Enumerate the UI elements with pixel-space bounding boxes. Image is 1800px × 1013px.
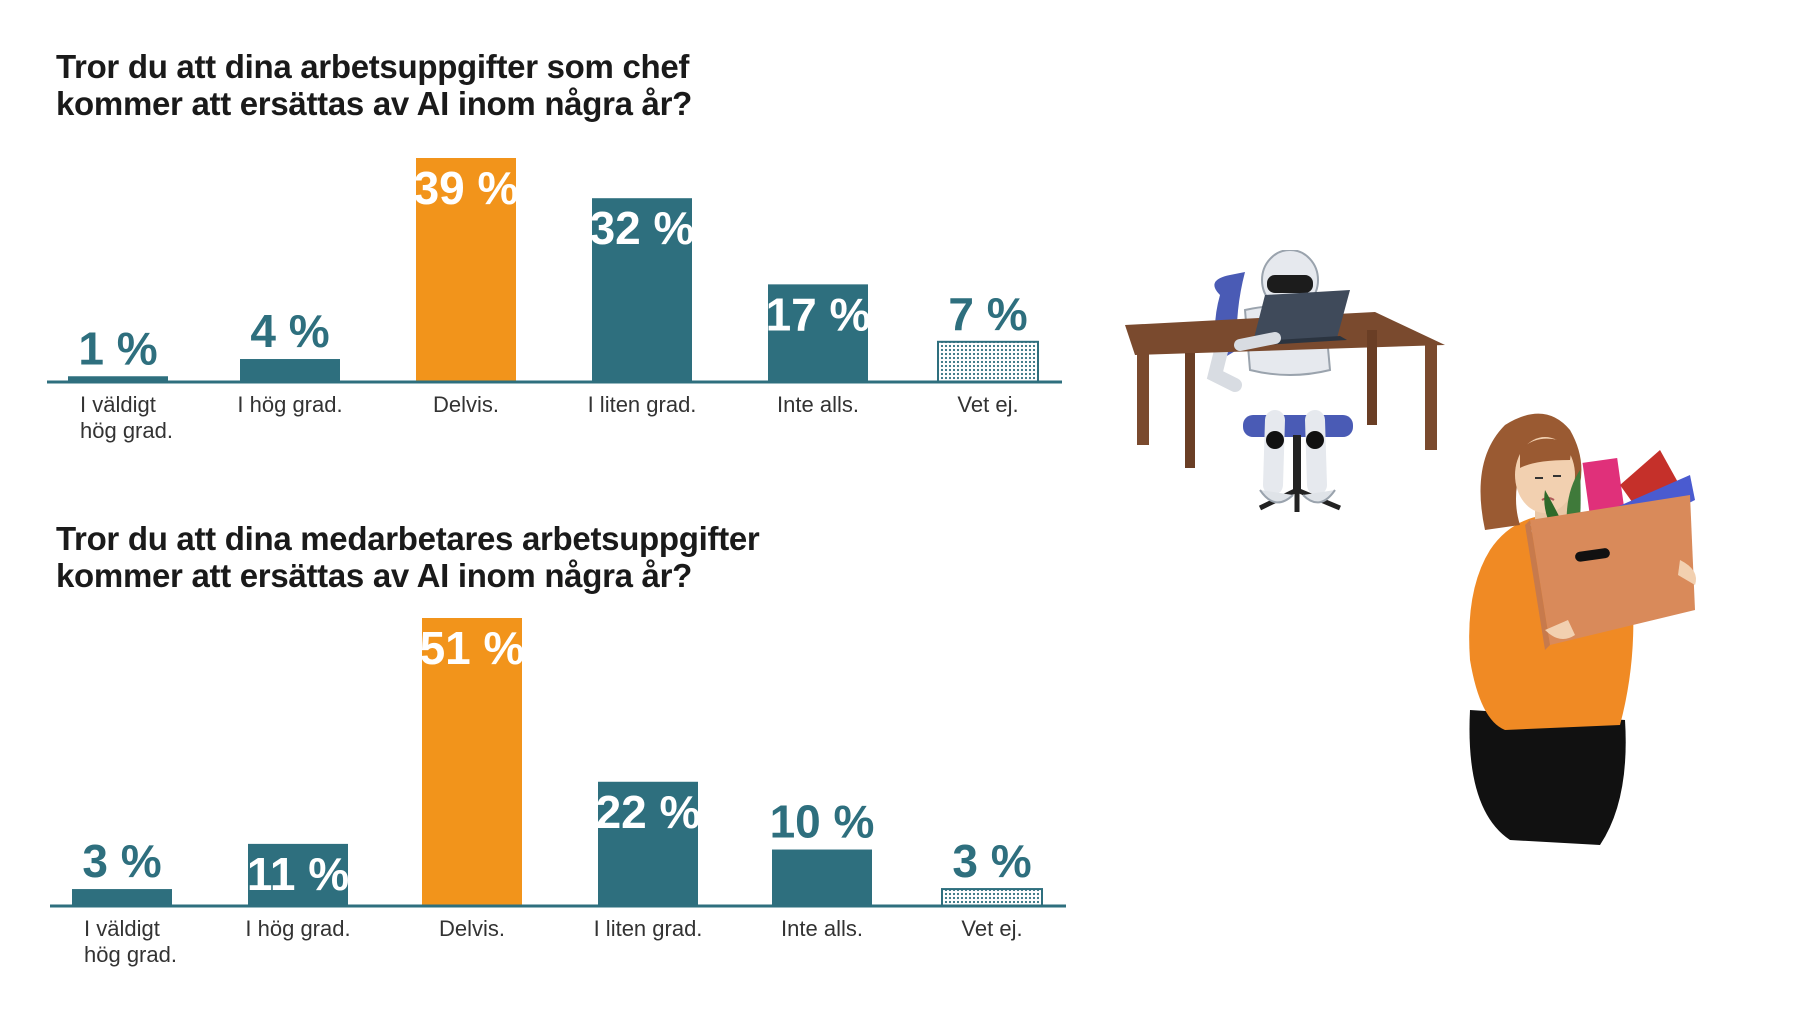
category-label-4: I liten grad.: [588, 392, 697, 417]
value-label-2: 4 %: [250, 305, 329, 357]
value-label-2: 11 %: [247, 848, 349, 900]
category-label-6: Vet ej.: [957, 392, 1018, 417]
value-label-6: 3 %: [952, 835, 1031, 887]
bar-4: [592, 198, 692, 382]
chart-title-line-1: Tror du att dina medarbetares arbetsuppg…: [56, 520, 760, 557]
woman-carrying-box-illustration: [1469, 413, 1696, 845]
value-label-5: 17 %: [766, 288, 871, 340]
chart-title-line-1: Tror du att dina arbetsuppgifter som che…: [56, 48, 690, 85]
chart-title-line-2: kommer att ersättas av AI inom några år?: [56, 557, 693, 594]
chart-title: Tror du att dina arbetsuppgifter som che…: [56, 48, 692, 122]
category-label-2: I hög grad.: [237, 392, 342, 417]
category-label-4: I liten grad.: [594, 916, 703, 941]
bar-chart-employees: 3 % I väldigt hög grad. 11 % I hög grad. 51 %…: [50, 618, 1066, 967]
bar-3: [416, 158, 516, 382]
chart-managers: Tror du att dina arbetsuppgifter som che…: [0, 0, 1100, 470]
category-label-1: I väldigt hög grad.: [84, 916, 177, 967]
bar-chart-managers: 1 % I väldigt hög grad. 4 % I hög grad. 39 % D…: [47, 158, 1062, 443]
robot-at-desk-illustration: [1125, 250, 1445, 512]
value-label-3: 51 %: [420, 622, 525, 674]
category-label-3: Delvis.: [439, 916, 505, 941]
value-label-4: 32 %: [590, 202, 695, 254]
category-label-5: Inte alls.: [777, 392, 859, 417]
bar-6: [941, 888, 1043, 908]
bar-5: [772, 849, 872, 906]
value-label-3: 39 %: [414, 162, 519, 214]
value-label-6: 7 %: [948, 288, 1027, 340]
category-label-6: Vet ej.: [961, 916, 1022, 941]
value-label-5: 10 %: [770, 796, 875, 848]
bar-1: [72, 889, 172, 906]
category-label-3: Delvis.: [433, 392, 499, 417]
value-label-1: 1 %: [78, 322, 157, 374]
cardboard-box: [1525, 495, 1695, 650]
chart-title-line-2: kommer att ersättas av AI inom några år?: [56, 85, 693, 122]
bar-6: [937, 340, 1039, 383]
category-label-1: I väldigt hög grad.: [80, 392, 173, 443]
category-label-2: I hög grad.: [245, 916, 350, 941]
chart-employees: Tror du att dina medarbetares arbetsuppg…: [0, 460, 1100, 1000]
bar-4: [598, 781, 698, 906]
bar-1: [68, 376, 168, 382]
value-label-4: 22 %: [596, 786, 701, 838]
bar-2: [240, 359, 340, 382]
bar-2: [248, 843, 348, 906]
category-label-5: Inte alls.: [781, 916, 863, 941]
bar-5: [768, 284, 868, 382]
value-label-1: 3 %: [82, 835, 161, 887]
chart-title: Tror du att dina medarbetares arbetsuppg…: [56, 520, 760, 594]
bar-3: [422, 618, 522, 906]
